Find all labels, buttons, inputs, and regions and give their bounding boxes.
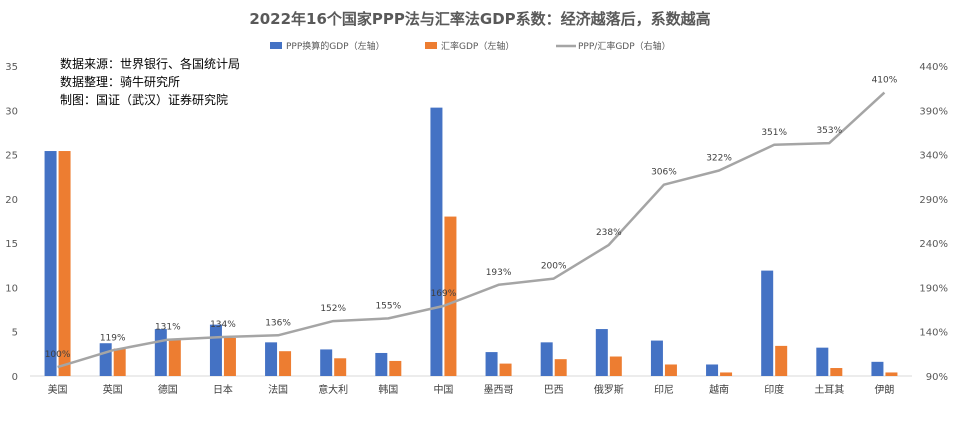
fx-gdp-bar — [499, 363, 512, 376]
right-tick-label: 90% — [926, 372, 948, 383]
ppp-gdp-bar — [209, 324, 222, 376]
fx-gdp-bar — [334, 358, 347, 376]
ppp-gdp-bar — [761, 270, 774, 376]
left-tick-label: 25 — [5, 151, 18, 162]
ratio-data-label: 134% — [210, 320, 236, 330]
ppp-gdp-bar — [44, 151, 57, 376]
legend-label: PPP换算的GDP（左轴） — [286, 40, 385, 52]
category-label: 伊朗 — [874, 384, 894, 396]
ppp-gdp-bar — [265, 342, 278, 376]
left-tick-label: 5 — [12, 328, 18, 339]
category-label: 印尼 — [654, 384, 674, 396]
legend-swatch — [270, 42, 282, 49]
ratio-data-label: 131% — [155, 323, 181, 333]
left-tick-label: 0 — [12, 372, 18, 383]
fx-gdp-bar — [389, 360, 402, 376]
legend-label: PPP/汇率GDP（右轴） — [578, 40, 671, 52]
ratio-data-label: 322% — [706, 154, 732, 164]
category-label: 越南 — [709, 383, 729, 396]
ppp-gdp-bar — [154, 329, 167, 376]
category-label: 巴西 — [544, 384, 564, 396]
ratio-data-label: 238% — [596, 228, 622, 238]
fx-gdp-bar — [168, 339, 181, 376]
right-axis: 90% 140% 190% 240% 290% 340% 390% 440% — [919, 62, 948, 383]
fx-gdp-bar — [830, 368, 843, 376]
category-label: 日本 — [213, 383, 233, 396]
category-label: 俄罗斯 — [594, 383, 624, 396]
ratio-data-label: 351% — [761, 128, 787, 138]
left-tick-label: 20 — [5, 195, 18, 206]
source-note: 数据来源：世界银行、各国统计局 数据整理：骑牛研究所 制图：国证（武汉）证券研究… — [60, 56, 240, 107]
ppp-gdp-bar — [816, 347, 829, 376]
source-line-1: 数据来源：世界银行、各国统计局 — [60, 56, 240, 71]
fx-gdp-bar — [885, 372, 898, 376]
category-label: 德国 — [158, 383, 178, 396]
left-axis: 0 5 10 15 20 25 30 35 — [5, 62, 18, 383]
right-tick-label: 340% — [919, 151, 948, 162]
right-tick-label: 140% — [919, 328, 948, 339]
category-label: 意大利 — [318, 383, 348, 396]
category-label: 美国 — [48, 383, 68, 396]
left-tick-label: 35 — [5, 62, 18, 73]
right-tick-label: 240% — [919, 239, 948, 250]
ratio-data-label: 353% — [816, 126, 842, 136]
fx-gdp-bar — [664, 364, 677, 376]
category-label: 土耳其 — [814, 383, 844, 396]
fx-gdp-bar — [720, 372, 733, 376]
category-label: 韩国 — [378, 383, 398, 396]
fx-gdp-bar — [444, 216, 457, 376]
ratio-data-label: 200% — [541, 262, 567, 272]
ratio-data-label: 306% — [651, 168, 677, 178]
ratio-data-label: 152% — [320, 304, 346, 314]
ppp-gdp-bar — [99, 343, 112, 376]
chart-legend: PPP换算的GDP（左轴） 汇率GDP（左轴） PPP/汇率GDP（右轴） — [270, 40, 671, 52]
ratio-data-label: 136% — [265, 318, 291, 328]
ratio-data-label: 119% — [100, 333, 126, 343]
ratio-data-label: 100% — [45, 350, 71, 360]
ppp-gdp-bar — [706, 364, 719, 376]
fx-gdp-bar — [775, 345, 788, 376]
legend-swatch — [425, 42, 437, 49]
ppp-gdp-bar — [650, 340, 663, 376]
left-tick-label: 10 — [5, 283, 18, 294]
fx-gdp-bar — [223, 337, 236, 376]
right-tick-label: 290% — [919, 195, 948, 206]
legend-label: 汇率GDP（左轴） — [441, 40, 514, 52]
left-tick-label: 15 — [5, 239, 18, 250]
right-tick-label: 440% — [919, 62, 948, 73]
fx-gdp-bar — [609, 356, 622, 376]
source-line-3: 制图：国证（武汉）证券研究院 — [60, 92, 228, 107]
chart-title: 2022年16个国家PPP法与汇率法GDP系数：经济越落后，系数越高 — [249, 10, 710, 28]
ppp-gdp-bar — [320, 349, 333, 376]
source-line-2: 数据整理：骑牛研究所 — [60, 74, 180, 89]
line-series-group: 100% 119% 131% 134% 136% 152% 155% 169% 193% 200%… — [45, 76, 898, 369]
ratio-data-label: 169% — [431, 289, 457, 299]
ratio-line — [57, 91, 886, 369]
ppp-gdp-bar — [540, 342, 553, 376]
ppp-gdp-bar — [871, 361, 884, 376]
ratio-data-label: 155% — [375, 301, 401, 311]
category-label: 墨西哥 — [484, 384, 514, 396]
fx-gdp-bar — [113, 348, 126, 376]
ppp-gdp-bar — [430, 107, 443, 376]
fx-gdp-bar — [554, 359, 567, 376]
right-tick-label: 190% — [919, 283, 948, 294]
fx-gdp-bar — [58, 151, 71, 376]
category-label: 英国 — [103, 383, 123, 396]
ratio-data-label: 410% — [872, 76, 898, 86]
category-labels: 美国 英国 德国 日本 法国 意大利 韩国 中国 墨西哥 巴西 俄罗斯 印尼 越南 印度 土耳其 伊朗 — [48, 383, 895, 396]
right-tick-label: 390% — [919, 106, 948, 117]
ppp-gdp-bar — [375, 352, 388, 376]
fx-gdp-bar — [279, 351, 292, 376]
ppp-gdp-bar — [595, 329, 608, 376]
left-tick-label: 30 — [5, 106, 18, 117]
category-label: 中国 — [433, 383, 453, 396]
ratio-data-label: 193% — [486, 268, 512, 278]
ppp-gdp-bar — [485, 352, 498, 376]
category-label: 法国 — [268, 383, 288, 396]
category-label: 印度 — [764, 383, 784, 396]
